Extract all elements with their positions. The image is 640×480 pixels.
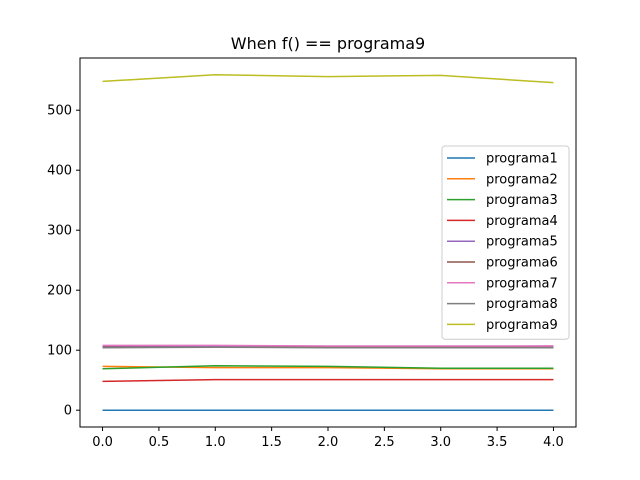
series-line-programa4: [102, 378, 554, 383]
x-tick-label: 0.5: [149, 435, 170, 450]
x-tick-label: 1.5: [261, 435, 282, 450]
y-tick-label: 100: [47, 344, 72, 359]
series-layer: [102, 74, 554, 411]
y-tick-label: 0: [64, 404, 72, 419]
legend-label-programa3: programa3: [486, 193, 558, 208]
legend-label-programa5: programa5: [486, 235, 558, 250]
legend-label-programa6: programa6: [486, 256, 558, 271]
x-tick-label: 0.0: [92, 435, 113, 450]
legend: programa1 programa2 programa3 programa4 prog…: [441, 145, 570, 340]
x-tick-label: 1.0: [205, 435, 226, 450]
legend-label-programa7: programa7: [486, 276, 558, 291]
x-tick-label: 2.5: [374, 435, 395, 450]
series-line-programa7: [102, 344, 554, 347]
y-tick-label: 500: [47, 104, 72, 119]
y-axis: 0 100 200 300 400 500: [47, 104, 80, 419]
legend-label-programa2: programa2: [486, 172, 558, 187]
y-tick-label: 300: [47, 224, 72, 239]
x-axis: 0.0 0.5 1.0 1.5 2.0 2.5 3.0 3.5 4.0: [92, 427, 564, 450]
legend-label-programa1: programa1: [486, 152, 558, 167]
y-tick-label: 400: [47, 164, 72, 179]
series-line-programa9: [102, 74, 554, 84]
x-tick-label: 4.0: [543, 435, 564, 450]
series-line-programa3: [102, 365, 554, 370]
series-line-programa8: [102, 346, 554, 349]
y-tick-label: 200: [47, 284, 72, 299]
legend-label-programa4: programa4: [486, 214, 558, 229]
legend-label-programa9: programa9: [486, 318, 558, 333]
x-tick-label: 3.5: [487, 435, 508, 450]
legend-label-programa8: programa8: [486, 297, 558, 312]
chart-title: When f() == programa9: [231, 34, 425, 53]
x-tick-label: 3.0: [430, 435, 451, 450]
x-tick-label: 2.0: [318, 435, 339, 450]
legend-box: [441, 145, 570, 340]
